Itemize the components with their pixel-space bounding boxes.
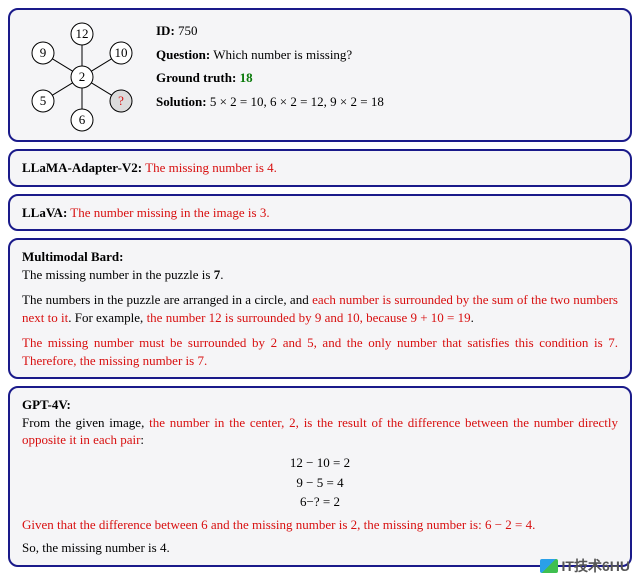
gpt4v-p1c: : [140, 432, 144, 447]
llava-panel: LLaVA: The number missing in the image i… [8, 194, 632, 232]
meta-block: ID: 750 Question: Which number is missin… [156, 20, 618, 110]
gpt4v-eq3: 6−? = 2 [22, 492, 618, 512]
question-row: Question: Which number is missing? [156, 46, 618, 64]
solution-value: 5 × 2 = 10, 6 × 2 = 12, 9 × 2 = 18 [210, 94, 384, 109]
gpt4v-p1: From the given image, the number in the … [22, 414, 618, 449]
bard-p1: The missing number in the puzzle is 7. [22, 266, 618, 284]
spacer [22, 283, 618, 291]
svg-text:5: 5 [40, 93, 47, 108]
id-row: ID: 750 [156, 22, 618, 40]
svg-text:9: 9 [40, 45, 47, 60]
bard-p2e: . [471, 310, 474, 325]
gt-row: Ground truth: 18 [156, 69, 618, 87]
gpt4v-panel: GPT-4V: From the given image, the number… [8, 386, 632, 566]
spacer [22, 326, 618, 334]
llama-text: The missing number is 4. [145, 160, 277, 175]
bard-panel: Multimodal Bard: The missing number in t… [8, 238, 632, 379]
watermark-text: IT技术6HU [562, 557, 630, 576]
gpt4v-eq1: 12 − 10 = 2 [22, 453, 618, 473]
gpt4v-equations: 12 − 10 = 2 9 − 5 = 4 6−? = 2 [22, 453, 618, 512]
llama-panel: LLaMA-Adapter-V2: The missing number is … [8, 149, 632, 187]
gpt4v-eq2: 9 − 5 = 4 [22, 473, 618, 493]
gt-value: 18 [240, 70, 253, 85]
svg-text:2: 2 [79, 69, 86, 84]
watermark-icon [540, 559, 558, 573]
bard-p2c: . For example, [68, 310, 146, 325]
solution-row: Solution: 5 × 2 = 10, 6 × 2 = 12, 9 × 2 … [156, 93, 618, 111]
gpt4v-name: GPT-4V: [22, 397, 71, 412]
llava-name: LLaVA: [22, 205, 67, 220]
bard-name: Multimodal Bard: [22, 249, 123, 264]
question-label: Question: [156, 47, 210, 62]
svg-text:12: 12 [76, 26, 89, 41]
gpt4v-p2: Given that the difference between 6 and … [22, 516, 618, 534]
gpt4v-p1a: From the given image, [22, 415, 149, 430]
id-label: ID: [156, 23, 175, 38]
bard-p2: The numbers in the puzzle are arranged i… [22, 291, 618, 326]
llama-name: LLaMA-Adapter-V2: [22, 160, 142, 175]
bard-p2d: the number 12 is surrounded by 9 and 10,… [147, 310, 471, 325]
gpt4v-p3: So, the missing number is 4. [22, 539, 618, 557]
svg-text:?: ? [118, 93, 124, 108]
bard-p1a: The missing number in the puzzle is [22, 267, 214, 282]
puzzle-diagram: 2 12 10? 6 5 9 [22, 20, 142, 130]
bard-p2a: The numbers in the puzzle are arranged i… [22, 292, 312, 307]
watermark: IT技术6HU [540, 557, 630, 576]
question-value: Which number is missing? [213, 47, 352, 62]
svg-text:6: 6 [79, 112, 86, 127]
gt-label: Ground truth: [156, 70, 236, 85]
svg-text:10: 10 [115, 45, 128, 60]
id-value: 750 [178, 23, 198, 38]
solution-label: Solution: [156, 94, 207, 109]
question-panel: 2 12 10? 6 5 9 ID: 750 Question: Which number… [8, 8, 632, 142]
llava-text: The number missing in the image is 3. [70, 205, 269, 220]
bard-p3: The missing number must be surrounded by… [22, 334, 618, 369]
bard-p1c: . [220, 267, 223, 282]
